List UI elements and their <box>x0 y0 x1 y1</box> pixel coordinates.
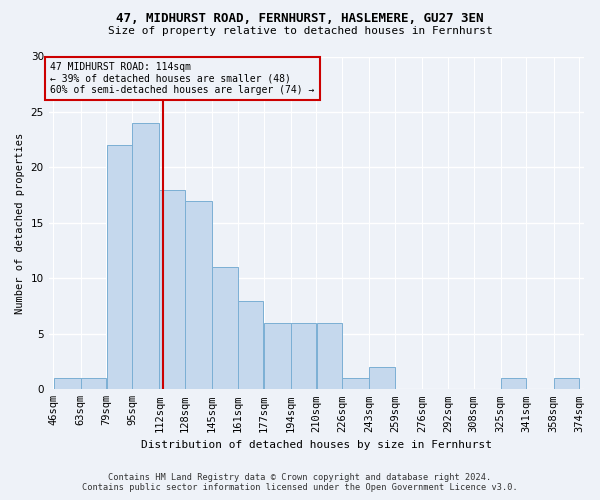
Bar <box>107 145 132 390</box>
Bar <box>53 378 80 390</box>
Bar <box>132 123 159 390</box>
Text: Contains HM Land Registry data © Crown copyright and database right 2024.
Contai: Contains HM Land Registry data © Crown c… <box>82 473 518 492</box>
Bar <box>554 378 579 390</box>
Bar <box>263 322 290 390</box>
Text: 47, MIDHURST ROAD, FERNHURST, HASLEMERE, GU27 3EN: 47, MIDHURST ROAD, FERNHURST, HASLEMERE,… <box>116 12 484 26</box>
Bar <box>160 190 185 390</box>
Y-axis label: Number of detached properties: Number of detached properties <box>15 132 25 314</box>
Bar <box>238 300 263 390</box>
Bar <box>501 378 526 390</box>
Bar <box>291 322 316 390</box>
Text: Size of property relative to detached houses in Fernhurst: Size of property relative to detached ho… <box>107 26 493 36</box>
X-axis label: Distribution of detached houses by size in Fernhurst: Distribution of detached houses by size … <box>141 440 492 450</box>
Bar <box>342 378 369 390</box>
Bar <box>212 268 238 390</box>
Text: 47 MIDHURST ROAD: 114sqm
← 39% of detached houses are smaller (48)
60% of semi-d: 47 MIDHURST ROAD: 114sqm ← 39% of detach… <box>50 62 314 95</box>
Bar <box>370 367 395 390</box>
Bar <box>317 322 342 390</box>
Bar <box>81 378 106 390</box>
Bar <box>185 200 212 390</box>
